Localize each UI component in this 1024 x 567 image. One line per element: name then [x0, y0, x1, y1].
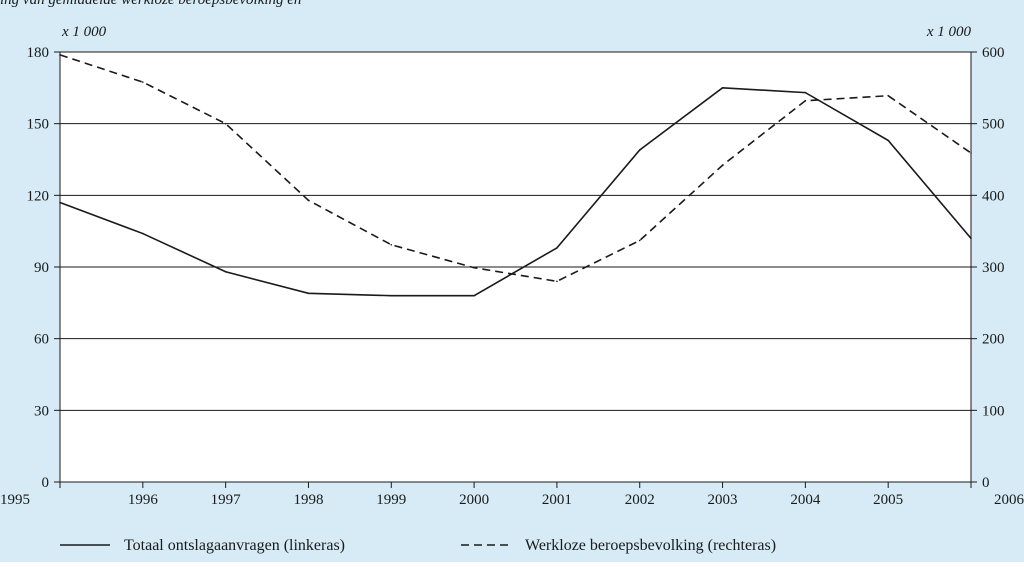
series-0-point-3	[307, 292, 310, 295]
series-0-point-7	[638, 149, 641, 151]
legend-label-0: Totaal ontslagaanvragen (linkeras)	[124, 537, 345, 554]
series-line-1	[59, 54, 972, 283]
right-tick-label-6: 600	[982, 45, 1005, 61]
right-tick-label-1: 100	[982, 403, 1005, 419]
series-0-point-4	[390, 294, 393, 297]
series-1-point-8	[721, 164, 724, 167]
series-1-point-6	[556, 280, 558, 283]
series-0-point-9	[804, 91, 807, 94]
right-axis-unit-label: x 1 000	[926, 24, 972, 40]
x-tick-label-9: 2004	[790, 492, 821, 508]
series-line-0	[59, 87, 972, 297]
series-0-point-1	[142, 232, 144, 235]
x-tick-label-3: 1998	[293, 492, 323, 508]
legend-label-1: Werkloze beroepsbevolking (rechteras)	[525, 537, 776, 554]
right-tick-label-2: 200	[982, 332, 1005, 348]
right-tick-label-4: 400	[982, 188, 1005, 204]
series-1-point-4	[390, 243, 393, 246]
x-tick-label-8: 2003	[708, 492, 738, 508]
series-0-point-2	[224, 270, 227, 273]
left-tick-label-1: 30	[34, 403, 49, 419]
x-tick-label-11: 2006	[994, 492, 1024, 508]
x-tick-label-5: 2000	[459, 492, 489, 508]
left-tick-label-2: 60	[34, 332, 49, 348]
x-tick-label-0: 1995	[0, 492, 30, 508]
axes: 0 30 60 90 120 150 180 0 100 200 300 400 500 600 1995 1…	[0, 45, 1024, 508]
right-tick-label-5: 500	[982, 117, 1005, 133]
left-axis-unit-label: x 1 000	[61, 24, 107, 40]
legend: Totaal ontslagaanvragen (linkeras) Werklo…	[60, 537, 776, 554]
x-tick-label-10: 2005	[873, 492, 903, 508]
series-0-point-8	[721, 87, 724, 89]
series-1-point-7	[638, 239, 641, 242]
left-tick-label-6: 180	[27, 45, 50, 61]
series-1-point-10	[887, 94, 889, 97]
x-tick-label-6: 2001	[542, 492, 572, 508]
right-tick-label-3: 300	[982, 260, 1005, 276]
cut-caption: ing van gemiddelde werkloze beroepsbevol…	[0, 0, 301, 8]
series-lines	[59, 54, 972, 297]
series-1-point-9	[804, 99, 807, 102]
series-0-point-10	[887, 139, 889, 142]
left-tick-label-5: 150	[27, 117, 50, 133]
series-1-point-3	[307, 199, 310, 202]
series-0-point-5	[473, 294, 475, 297]
x-tick-label-4: 1999	[376, 492, 406, 508]
x-tick-label-1: 1996	[128, 492, 159, 508]
series-1-point-1	[142, 81, 144, 83]
series-0-point-6	[556, 247, 558, 249]
x-tick-label-7: 2002	[625, 492, 655, 508]
right-tick-label-0: 0	[982, 475, 990, 491]
left-tick-label-0: 0	[42, 475, 50, 491]
x-tick-label-2: 1997	[211, 492, 242, 508]
series-1-point-5	[473, 266, 475, 269]
left-tick-label-4: 120	[27, 188, 50, 204]
left-tick-label-3: 90	[34, 260, 49, 276]
series-1-point-2	[224, 122, 227, 125]
